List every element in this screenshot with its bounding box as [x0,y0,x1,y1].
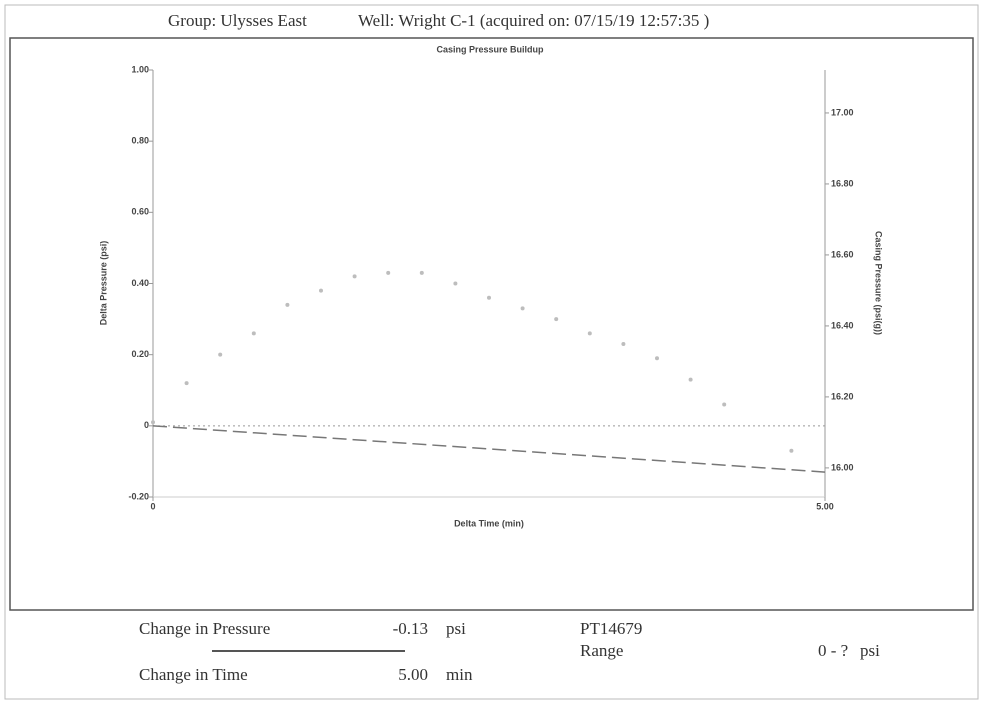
y-tick-label: 1.00 [131,64,149,74]
point [419,270,424,275]
point [453,281,458,286]
point [352,274,357,279]
y-axis-label: Delta Pressure (psi) [98,241,108,326]
point [319,288,323,293]
range-label: Range [580,641,623,660]
point [722,402,727,407]
y2-tick-label: 17.00 [831,107,854,117]
point [184,381,189,386]
point [621,341,626,346]
y-tick-label: -0.20 [128,491,149,501]
x-tick-label: 5.00 [816,501,834,511]
point [218,352,223,357]
point [285,302,290,307]
well: Well: Wright C-1 (acquired on: 07/15/19 … [358,11,709,30]
y2-tick-label: 16.00 [831,462,854,472]
time-unit: min [446,665,473,684]
y-tick-label: 0.40 [131,278,149,288]
point [386,270,391,275]
y-tick-label: 0.60 [131,207,149,217]
outer-frame [4,4,979,700]
point [688,377,693,382]
y-tick-label: 0 [144,420,149,430]
range-unit: psi [860,641,880,660]
y2-axis-label: Casing Pressure (psi(g)) [874,231,884,335]
x-tick-label: 0 [150,501,155,511]
y2-tick-label: 16.40 [831,320,854,330]
group: Group: Ulysses East [168,11,307,30]
y-tick-label: 0.80 [131,136,149,146]
trend-line [152,425,826,473]
pressure-unit: psi [446,619,466,638]
point [789,448,794,453]
chart-frame [9,37,974,611]
point [251,331,256,336]
x-axis-label: Delta Time (min) [454,518,524,528]
point [655,356,659,361]
point [487,295,491,300]
sensor: PT14679 [580,619,642,638]
y2-tick-label: 16.20 [831,391,854,401]
y-tick-label: 0.20 [131,349,149,359]
time-label: Change in Time [139,665,248,684]
y2-tick-label: 16.80 [831,178,854,188]
time-value: 5.00 [398,665,428,684]
point [151,420,155,425]
pressure-value: -0.13 [393,619,428,638]
y2-tick-label: 16.60 [831,249,854,259]
point [520,306,525,311]
point [587,331,592,336]
pressure-label: Change in Pressure [139,619,270,638]
point [554,317,559,322]
range-value: 0 - ? [818,641,848,660]
chart-title: Casing Pressure Buildup [436,44,544,54]
